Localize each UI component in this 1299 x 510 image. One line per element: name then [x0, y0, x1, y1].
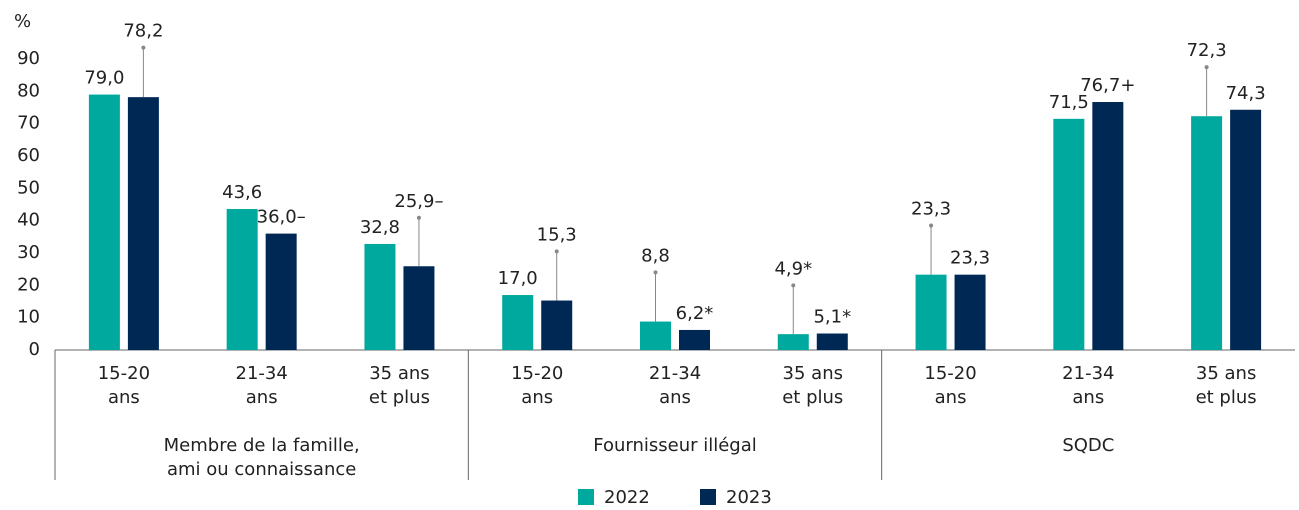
bar [226, 209, 258, 350]
error-cap [554, 249, 559, 254]
bar [954, 274, 986, 350]
legend-label: 2023 [726, 487, 772, 508]
x-tick-label: 15-20 [98, 363, 150, 384]
error-cap [416, 215, 421, 220]
y-tick-label: 90 [17, 48, 40, 69]
y-tick-label: 30 [17, 242, 40, 263]
value-label: 78,2 [123, 21, 163, 42]
bar [1191, 116, 1223, 350]
value-label: 5,1* [813, 307, 851, 328]
bar [640, 321, 671, 350]
x-tick-label: ans [108, 387, 140, 408]
error-cap [653, 270, 658, 275]
value-label: 6,2* [676, 303, 714, 324]
value-label: 79,0 [84, 68, 124, 89]
bar [265, 233, 297, 350]
error-cap [141, 45, 146, 50]
x-tick-label: 35 ans [1196, 363, 1256, 384]
value-label: 25,9– [394, 191, 443, 212]
bar [541, 300, 573, 350]
value-label: 43,6 [222, 182, 262, 203]
group-label: Membre de la famille, [164, 435, 360, 456]
value-label: 17,0 [498, 268, 538, 289]
x-tick-label: 15-20 [511, 363, 563, 384]
x-tick-label: 21-34 [236, 363, 288, 384]
y-axis-label: % [14, 11, 31, 32]
group-label: SQDC [1062, 435, 1114, 456]
x-tick-label: 21-34 [649, 363, 701, 384]
x-tick-label: et plus [369, 387, 430, 408]
value-label: 36,0– [257, 207, 306, 228]
bar [915, 274, 947, 350]
value-label: 74,3 [1226, 83, 1266, 104]
error-cap [1204, 65, 1209, 70]
bar [364, 243, 396, 350]
value-label: 4,9* [774, 258, 812, 279]
y-tick-label: 80 [17, 80, 40, 101]
bar [403, 266, 435, 350]
y-tick-label: 60 [17, 145, 40, 166]
x-tick-label: 35 ans [783, 363, 843, 384]
x-tick-label: 21-34 [1062, 363, 1114, 384]
y-tick-label: 70 [17, 113, 40, 134]
value-label: 15,3 [537, 224, 577, 245]
value-label: 76,7+ [1080, 75, 1135, 96]
error-cap [791, 283, 796, 288]
bar [88, 94, 120, 350]
error-cap [929, 223, 934, 228]
y-tick-label: 40 [17, 210, 40, 231]
group-label: ami ou connaissance [167, 459, 356, 480]
y-tick-label: 20 [17, 274, 40, 295]
value-label: 32,8 [360, 217, 400, 238]
value-label: 8,8 [641, 245, 670, 266]
x-tick-label: ans [659, 387, 691, 408]
bar [1053, 118, 1085, 350]
value-label: 71,5 [1049, 92, 1089, 113]
x-tick-label: et plus [1196, 387, 1257, 408]
x-tick-label: 15-20 [924, 363, 976, 384]
bar [1230, 109, 1262, 350]
bar [1092, 102, 1124, 351]
legend-label: 2022 [604, 487, 650, 508]
y-tick-label: 0 [29, 339, 40, 360]
bar [127, 97, 159, 350]
bar [502, 295, 534, 350]
legend-swatch [700, 489, 716, 505]
x-tick-label: 35 ans [369, 363, 429, 384]
value-label: 23,3 [911, 199, 951, 220]
legend-swatch [578, 489, 594, 505]
y-tick-label: 10 [17, 307, 40, 328]
x-tick-label: ans [1072, 387, 1104, 408]
value-label: 23,3 [950, 248, 990, 269]
x-tick-label: ans [935, 387, 967, 408]
y-tick-label: 50 [17, 177, 40, 198]
group-label: Fournisseur illégal [593, 435, 757, 456]
x-tick-label: ans [246, 387, 278, 408]
bar [679, 329, 710, 350]
bar [816, 333, 848, 350]
x-tick-label: ans [521, 387, 553, 408]
x-tick-label: et plus [782, 387, 843, 408]
bar [777, 334, 809, 350]
value-label: 72,3 [1187, 40, 1227, 61]
